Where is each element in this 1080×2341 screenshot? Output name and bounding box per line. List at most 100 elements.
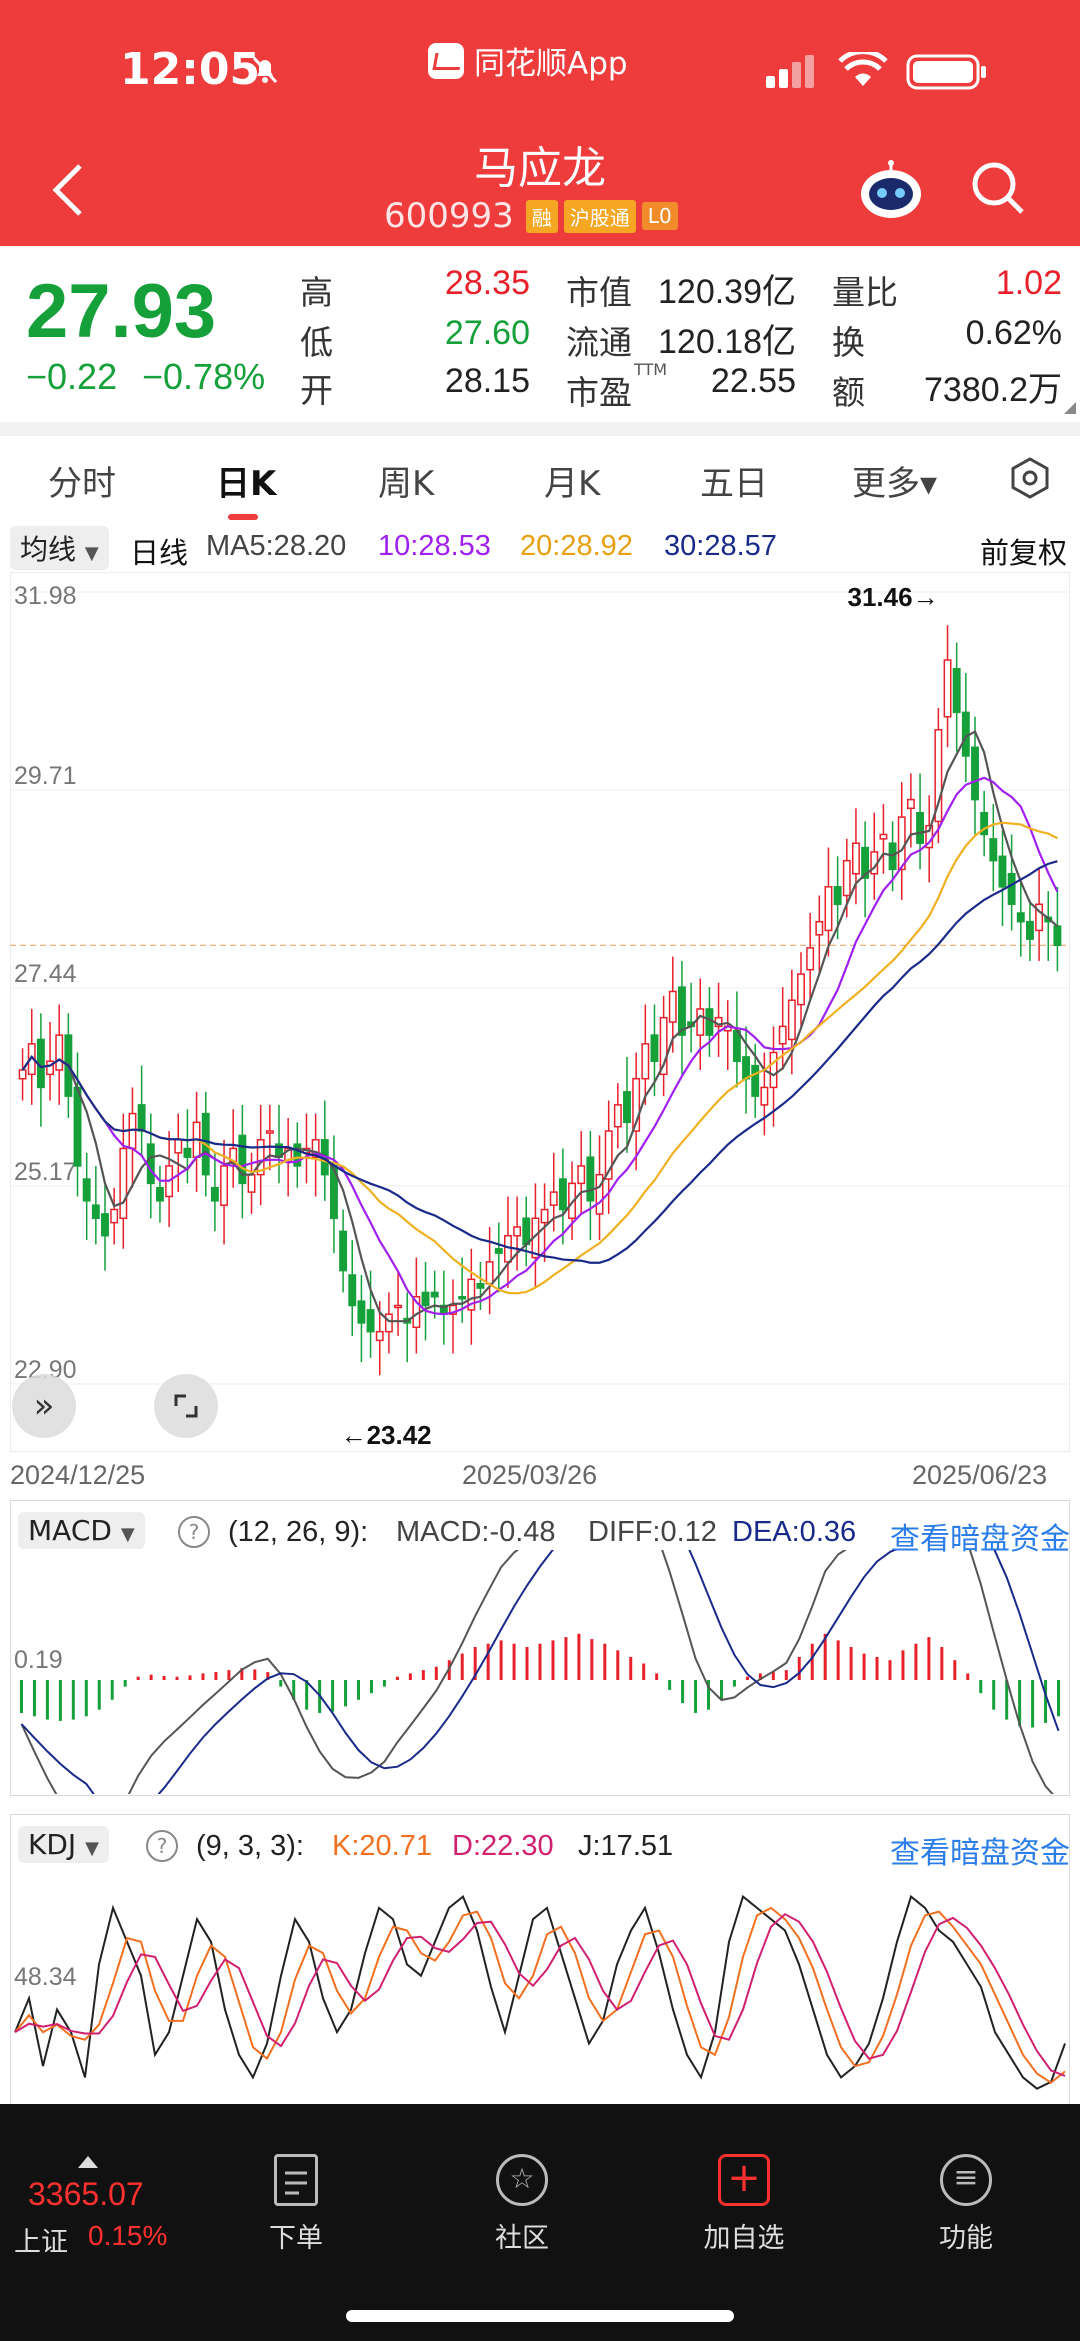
- candle-body: [522, 1217, 531, 1246]
- home-indicator: [346, 2310, 734, 2322]
- candle-body: [998, 855, 1007, 888]
- k-value: K:20.71: [332, 1830, 432, 1862]
- candle-body: [46, 1060, 55, 1076]
- candle-body: [961, 711, 970, 757]
- d-value: D:22.30: [452, 1830, 554, 1862]
- index-value[interactable]: 3365.07: [28, 2176, 144, 2212]
- candle-body: [787, 999, 796, 1041]
- ma30-line: [21, 860, 1058, 1264]
- candle-body: [879, 833, 888, 840]
- candle-body: [623, 1091, 631, 1124]
- fullscreen-button[interactable]: [154, 1374, 218, 1438]
- candle-body: [586, 1156, 595, 1202]
- nav-add-watchlist[interactable]: + 加自选: [684, 2154, 804, 2255]
- low-annotation: ←23.42: [341, 1420, 432, 1450]
- kdj-chart[interactable]: 48.34: [10, 1864, 1070, 2110]
- nav-functions[interactable]: ≡ 功能: [906, 2154, 1026, 2255]
- stock-subtitle: 600993 融 沪股通 L0: [384, 196, 678, 236]
- quote-label-amount: 额: [832, 373, 865, 412]
- candle-body: [577, 1165, 586, 1185]
- stock-name: 马应龙: [474, 143, 606, 194]
- candle-body: [677, 986, 686, 1036]
- candle-body: [384, 1313, 393, 1333]
- status-app-name: 同花顺App: [474, 46, 628, 82]
- quote-panel: [0, 246, 1080, 422]
- assistant-robot-icon[interactable]: [858, 160, 924, 224]
- active-tab-indicator: [228, 514, 258, 520]
- candle-body: [394, 1304, 403, 1309]
- candle-body: [568, 1182, 577, 1220]
- ma-selector[interactable]: 均线 ▼: [10, 526, 109, 570]
- candle-body: [980, 811, 989, 836]
- ma20-value: 20:28.92: [520, 530, 633, 562]
- signal-icon: [764, 54, 820, 92]
- tab-more[interactable]: 更多▾: [852, 464, 938, 504]
- index-name[interactable]: 上证: [14, 2227, 68, 2258]
- quote-value-volratio: 1.02: [995, 264, 1062, 302]
- collapse-sidebar-button[interactable]: »: [12, 1374, 76, 1438]
- candle-body: [760, 1086, 769, 1106]
- back-button[interactable]: [50, 162, 86, 222]
- tab-intraday[interactable]: 分时: [48, 464, 116, 504]
- quote-label-high: 高: [300, 273, 333, 312]
- ma-period: 日线: [130, 538, 189, 570]
- candle-body: [238, 1134, 247, 1185]
- candle-body: [265, 1130, 274, 1134]
- quote-value-mktcap: 120.39亿: [658, 273, 796, 311]
- candle-body: [348, 1274, 357, 1307]
- settings-hex-icon[interactable]: [1008, 456, 1052, 504]
- dark-pool-link-macd[interactable]: 查看暗盘资金: [890, 1522, 1070, 1557]
- candle-body: [971, 746, 979, 801]
- candle-body: [155, 1186, 164, 1202]
- macd-selector-label: MACD: [28, 1514, 112, 1547]
- nav-order[interactable]: 下单: [236, 2154, 356, 2255]
- tab-five-day[interactable]: 五日: [700, 464, 768, 504]
- tab-daily-k[interactable]: 日K: [216, 464, 277, 504]
- candle-body: [815, 920, 824, 936]
- status-time: 12:05: [120, 44, 261, 95]
- candle-body: [91, 1204, 100, 1220]
- candle-body: [906, 798, 915, 810]
- nav-community[interactable]: ☆ 社区: [462, 2154, 582, 2255]
- candle-body: [742, 1056, 751, 1080]
- help-icon[interactable]: ?: [178, 1516, 210, 1548]
- help-icon[interactable]: ?: [146, 1830, 178, 1862]
- quote-label-mktcap: 市值: [566, 273, 632, 312]
- macd-panel: [10, 1500, 1070, 1796]
- battery-icon: [906, 54, 988, 94]
- candle-body: [604, 1130, 613, 1180]
- candle-body: [989, 838, 998, 862]
- candle-body: [210, 1186, 219, 1202]
- candle-body: [339, 1230, 348, 1272]
- candle-body: [458, 1296, 467, 1300]
- expand-corner-icon[interactable]: [1064, 402, 1076, 414]
- candle-body: [256, 1139, 265, 1176]
- candle-body: [476, 1282, 485, 1289]
- chevron-down-icon: ▼: [84, 543, 99, 564]
- candle-body: [806, 947, 815, 971]
- candle-body: [513, 1226, 522, 1237]
- macd-selector[interactable]: MACD ▼: [18, 1512, 145, 1549]
- candle-body: [705, 1008, 714, 1036]
- index-pct[interactable]: 0.15%: [88, 2220, 168, 2251]
- quote-label-pe: 市盈: [566, 373, 632, 412]
- adjust-mode[interactable]: 前复权: [980, 538, 1068, 570]
- tab-weekly-k[interactable]: 周K: [378, 464, 435, 504]
- nav-community-label: 社区: [495, 2223, 549, 2254]
- tab-monthly-k[interactable]: 月K: [544, 464, 601, 504]
- kdj-selector[interactable]: KDJ ▼: [18, 1826, 109, 1863]
- mute-bell-icon: [248, 52, 282, 86]
- candle-body: [696, 1008, 705, 1036]
- search-icon[interactable]: [970, 160, 1026, 220]
- macd-chart[interactable]: 0.19: [10, 1550, 1070, 1794]
- quote-label-volratio: 量比: [832, 273, 898, 312]
- price-change-pct: −0.78%: [142, 356, 266, 397]
- dark-pool-link-kdj[interactable]: 查看暗盘资金: [890, 1836, 1070, 1871]
- bottom-nav-bar: [0, 2104, 1080, 2341]
- high-annotation: 31.46→: [848, 582, 939, 612]
- candle-body: [833, 886, 842, 906]
- tag-level: L0: [641, 202, 678, 230]
- nav-order-label: 下单: [269, 2223, 323, 2254]
- candle-body: [494, 1248, 503, 1254]
